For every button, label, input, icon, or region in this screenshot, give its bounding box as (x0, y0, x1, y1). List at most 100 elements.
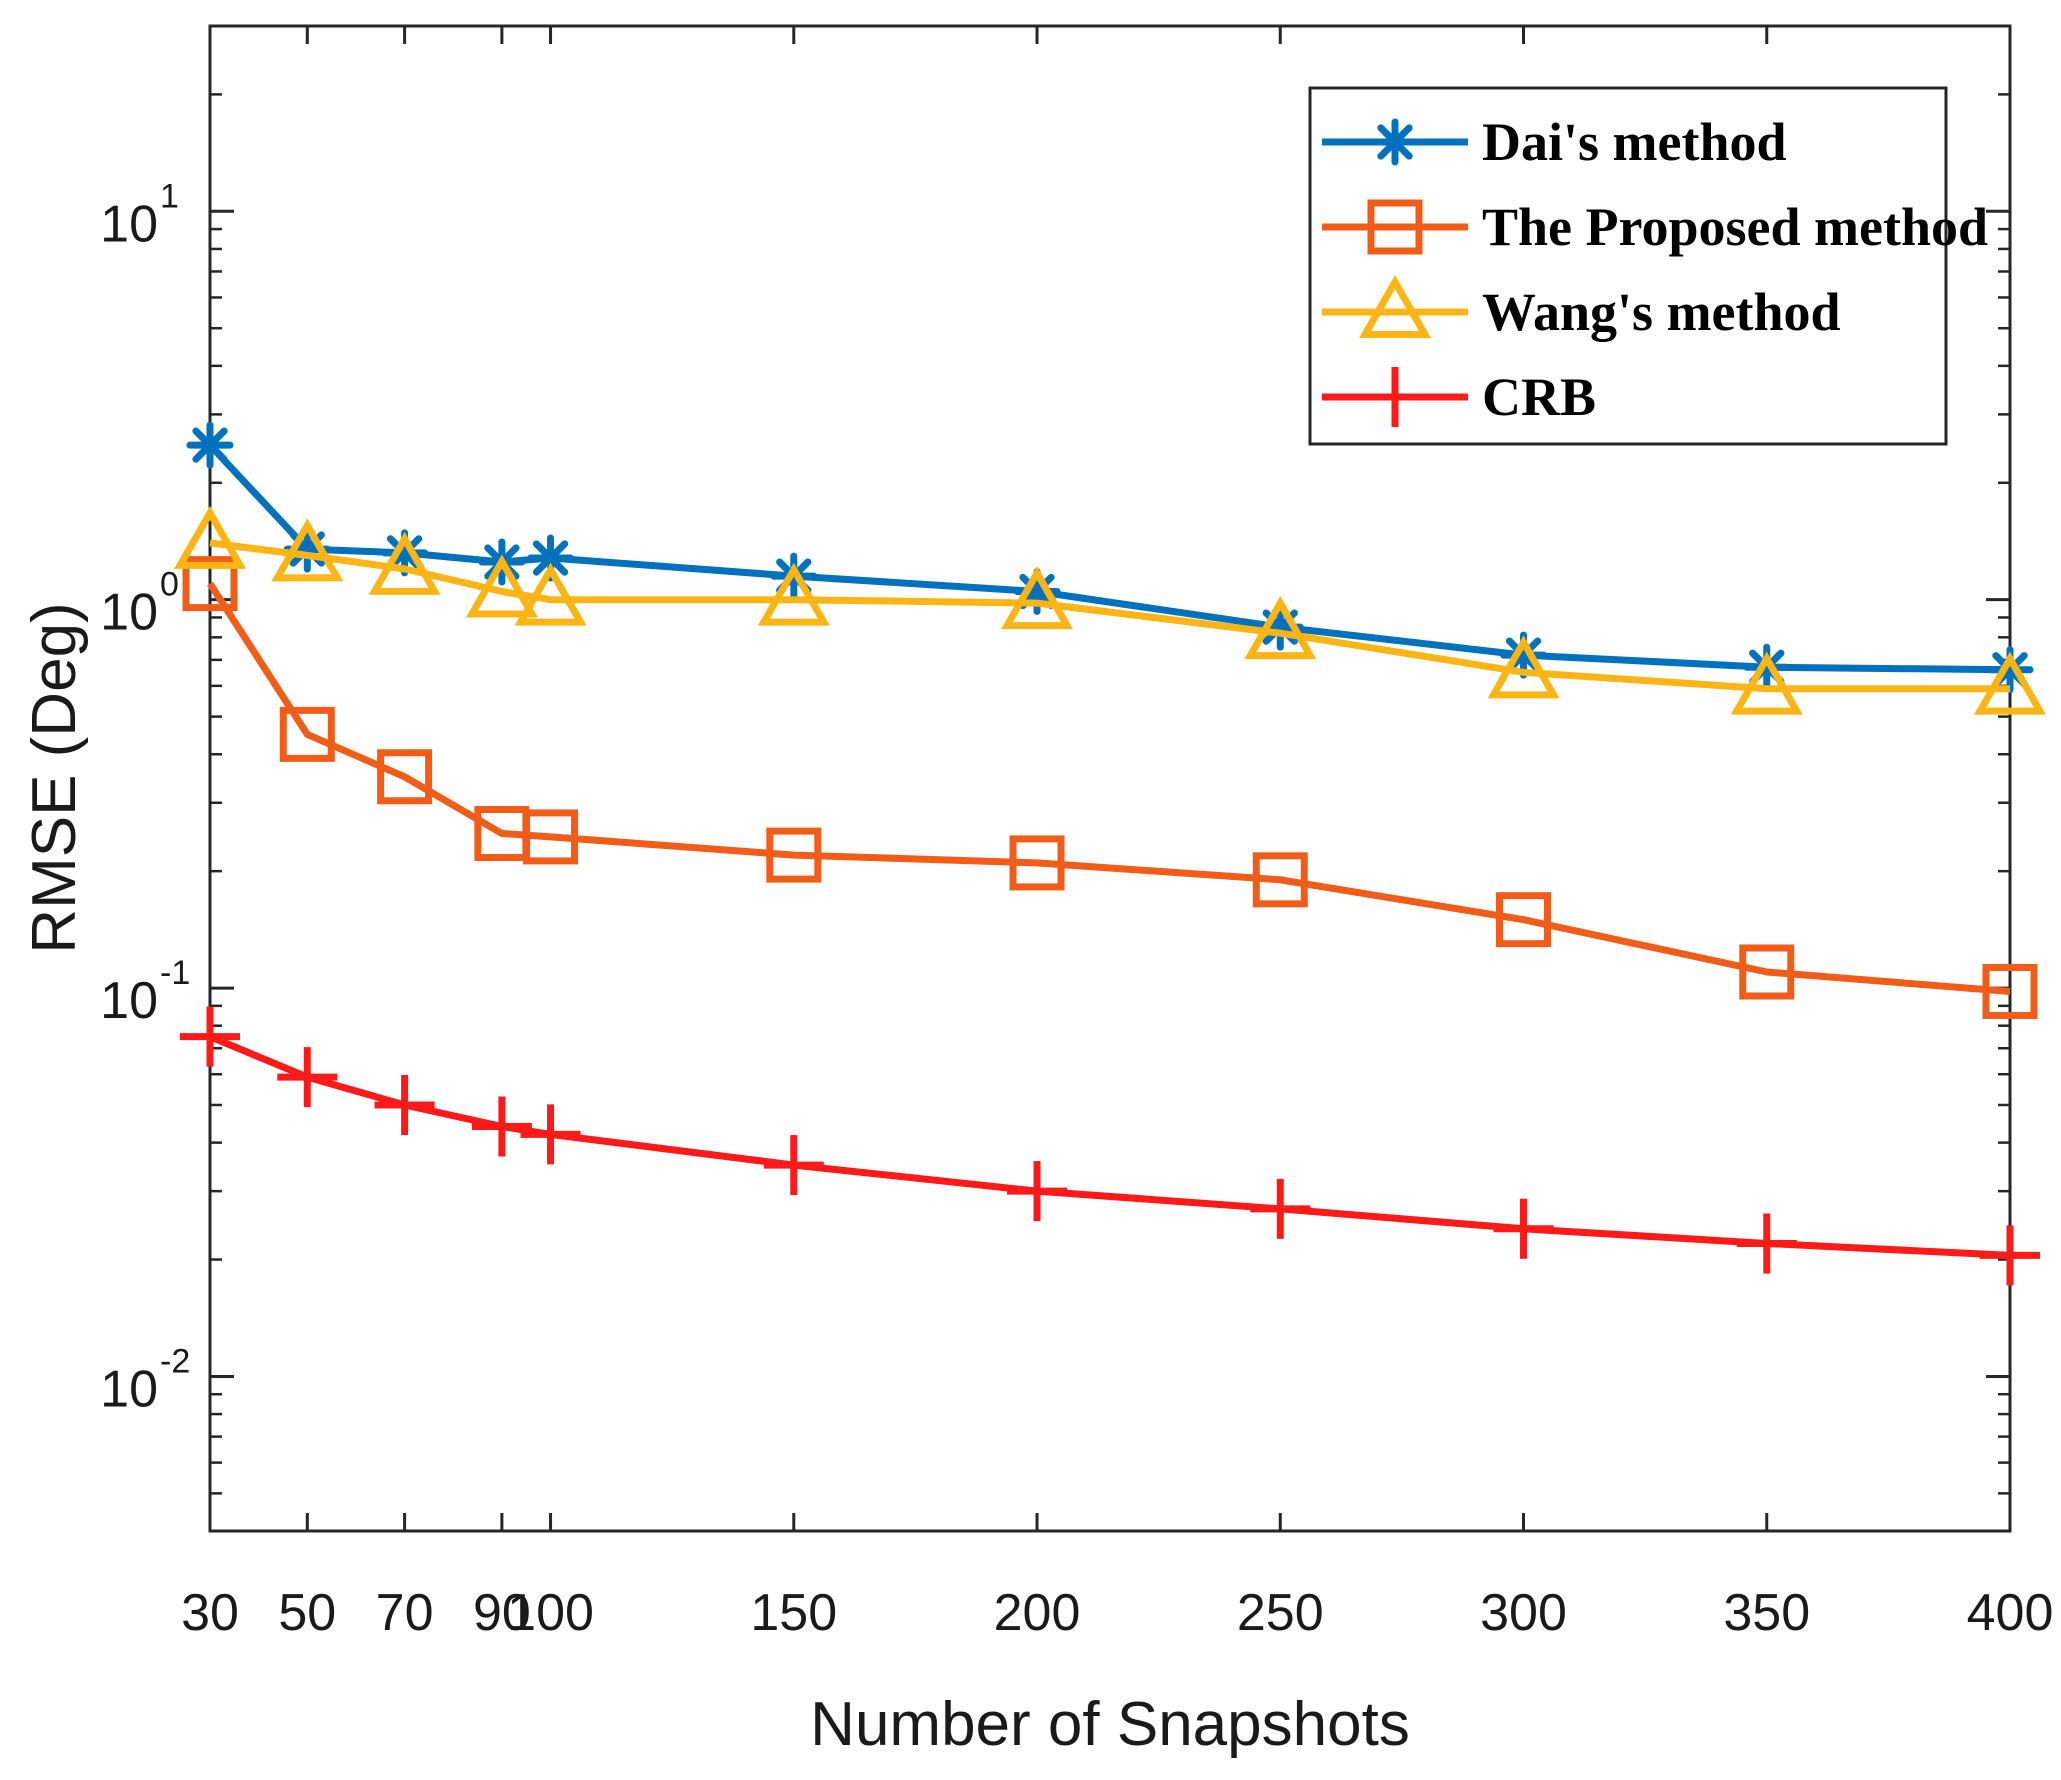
data-point (1009, 835, 1065, 891)
marker-triangle (514, 562, 587, 626)
marker-square (279, 706, 335, 762)
legend-entry: Dai's method (1322, 112, 1787, 172)
data-point (1736, 1213, 1797, 1274)
x-tick-label: 350 (1723, 1584, 1810, 1642)
data-point (757, 562, 830, 626)
marker-triangle (271, 518, 344, 582)
data-point (279, 706, 335, 762)
series-2 (182, 556, 2038, 1019)
data-point (377, 749, 433, 805)
data-point (186, 421, 234, 469)
x-tick-label: 100 (507, 1584, 594, 1642)
y-tick-label: 10 1 (100, 177, 179, 253)
marker-square (377, 749, 433, 805)
data-point (763, 1135, 824, 1196)
data-point (1496, 892, 1552, 948)
data-point (1982, 963, 2038, 1019)
y-tick-label: 10 -2 (100, 1342, 190, 1418)
legend-label: Dai's method (1482, 112, 1787, 172)
data-point (1252, 852, 1308, 908)
x-tick-label: 50 (278, 1584, 336, 1642)
data-point (277, 1047, 338, 1108)
legend-swatch-marker (1371, 118, 1419, 166)
y-tick-label-exponent: -1 (160, 954, 190, 992)
data-point (766, 827, 822, 883)
x-tick-label: 90 (473, 1584, 531, 1642)
legend: Dai's method The Proposed method Wang's me… (1308, 86, 1988, 446)
marker-square (766, 827, 822, 883)
legend-label: CRB (1482, 367, 1596, 427)
series-line (207, 581, 2011, 995)
x-tick-label: 300 (1480, 1584, 1567, 1642)
y-tick-label-base: 10 (100, 195, 158, 253)
x-tick-label: 70 (376, 1584, 434, 1642)
legend-label: The Proposed method (1482, 197, 1988, 257)
x-axis-label: Number of Snapshots (810, 1690, 1410, 1759)
marker-square (1367, 199, 1423, 255)
marker-stroke (532, 540, 569, 576)
y-tick-label-base: 10 (100, 1360, 158, 1418)
data-point (514, 562, 587, 626)
data-point (471, 1096, 532, 1157)
marker-triangle (1244, 596, 1317, 660)
data-point (374, 1074, 435, 1135)
marker-triangle (173, 505, 247, 569)
legend-swatch-marker (1367, 199, 1423, 255)
marker-triangle (368, 531, 441, 595)
x-tick-label: 200 (994, 1584, 1081, 1642)
marker-square (1982, 963, 2038, 1019)
data-point (173, 505, 247, 569)
data-point (527, 534, 575, 582)
legend-swatch-marker (1358, 274, 1432, 338)
legend-swatch-marker (1365, 367, 1425, 427)
data-point (520, 1104, 581, 1165)
data-point (182, 556, 238, 612)
data-point (1973, 651, 2047, 715)
series-layer (173, 421, 2047, 1286)
legend-label: Wang's method (1482, 282, 1841, 342)
series-line (209, 539, 2010, 693)
data-point (271, 518, 344, 582)
y-tick-label: 10 -1 (100, 954, 190, 1030)
y-tick-label-exponent: 0 (160, 566, 179, 604)
data-point (1980, 1225, 2040, 1286)
marker-triangle (1973, 651, 2047, 715)
ticks-layer (208, 26, 2012, 1531)
data-point (1007, 1161, 1068, 1222)
data-point (523, 809, 579, 865)
legend-box (1308, 86, 1948, 446)
marker-stroke (1377, 124, 1413, 160)
marker-triangle (1730, 651, 1803, 715)
series-3 (173, 505, 2047, 715)
y-tick-label-base: 10 (100, 584, 158, 642)
marker-triangle (465, 554, 538, 618)
marker-triangle (1000, 566, 1074, 630)
marker-square (1252, 852, 1308, 908)
y-tick-label-exponent: 1 (160, 177, 179, 215)
legend-entry: CRB (1322, 367, 1596, 427)
data-point (1730, 651, 1803, 715)
x-tick-label: 30 (181, 1584, 239, 1642)
series-4 (180, 1006, 2040, 1286)
y-tick-label-exponent: -2 (160, 1342, 190, 1380)
x-tick-label: 150 (750, 1584, 837, 1642)
data-point (1739, 944, 1795, 1000)
data-point (1493, 1198, 1554, 1259)
data-point (1000, 566, 1074, 630)
y-tick-label: 10 0 (100, 566, 179, 642)
data-point (180, 1006, 240, 1067)
marker-triangle (1358, 274, 1432, 338)
marker-square (1739, 944, 1795, 1000)
marker-square (1009, 835, 1065, 891)
marker-square (182, 556, 238, 612)
marker-triangle (757, 562, 830, 626)
data-point (1250, 1178, 1311, 1239)
legend-entry: Wang's method (1322, 274, 1841, 342)
data-point (368, 531, 441, 595)
y-tick-label-base: 10 (100, 972, 158, 1030)
marker-square (523, 809, 579, 865)
x-tick-label: 400 (1967, 1584, 2054, 1642)
data-point (1244, 596, 1317, 660)
